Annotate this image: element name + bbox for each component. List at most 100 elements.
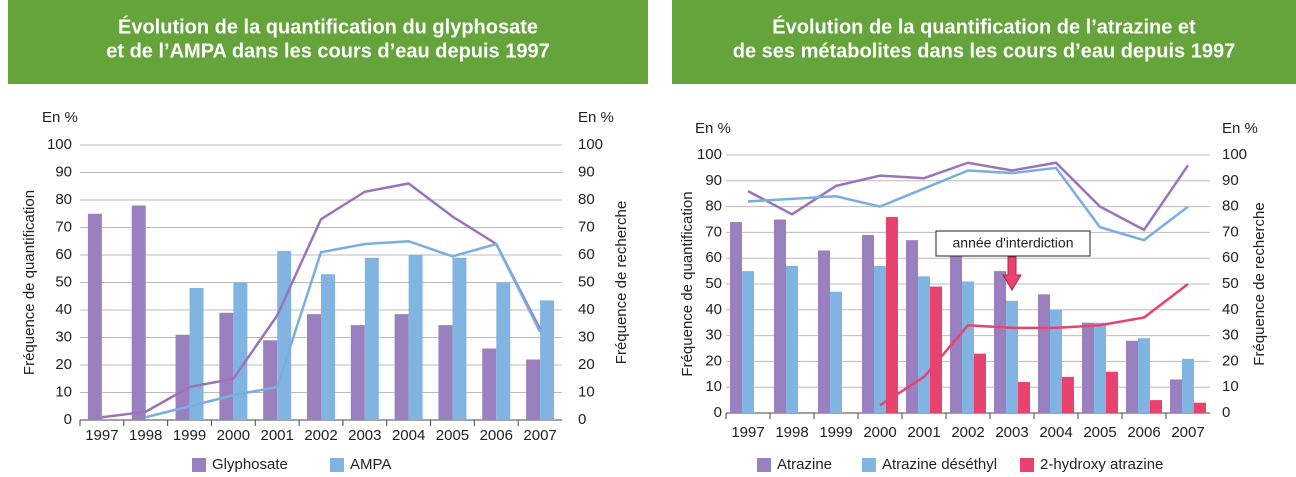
y-tick-label: 40 bbox=[705, 301, 722, 318]
line bbox=[747, 161, 1190, 232]
y2-tick-label: 100 bbox=[1222, 146, 1247, 163]
bar bbox=[1094, 322, 1106, 413]
bar bbox=[350, 325, 365, 420]
y2-unit: En % bbox=[1222, 120, 1258, 137]
line bbox=[145, 239, 542, 419]
y-tick-label: 80 bbox=[55, 191, 72, 208]
y2-tick-label: 0 bbox=[578, 411, 586, 428]
y2-tick-label: 80 bbox=[578, 191, 595, 208]
x-tick-label: 2001 bbox=[907, 424, 940, 441]
y2-tick-label: 30 bbox=[578, 328, 595, 345]
y-tick-label: 40 bbox=[55, 301, 72, 318]
bar bbox=[918, 276, 930, 413]
bar bbox=[87, 213, 102, 420]
bar bbox=[974, 353, 986, 413]
bar bbox=[1082, 322, 1094, 413]
bar bbox=[874, 265, 886, 413]
chart-title: Évolution de la quantification de l’atra… bbox=[772, 15, 1196, 38]
line bbox=[879, 283, 1189, 407]
x-tick-label: 2004 bbox=[392, 427, 425, 444]
bar bbox=[452, 257, 467, 420]
legend-label: Atrazine bbox=[777, 456, 832, 473]
y2-tick-label: 70 bbox=[578, 218, 595, 235]
x-tick-label: 2005 bbox=[1083, 424, 1116, 441]
y-tick-label: 10 bbox=[705, 378, 722, 395]
legend-label: 2-hydroxy atrazine bbox=[1040, 456, 1163, 473]
y-unit: En % bbox=[42, 109, 78, 126]
bar bbox=[742, 271, 754, 413]
legend-label: Glyphosate bbox=[212, 456, 288, 473]
bar bbox=[219, 312, 234, 420]
legend-swatch bbox=[1020, 458, 1034, 472]
y2-tick-label: 20 bbox=[578, 356, 595, 373]
y-axis-label: Fréquence de quantification bbox=[679, 191, 696, 376]
y-tick-label: 70 bbox=[55, 218, 72, 235]
header-band bbox=[672, 0, 1296, 84]
x-tick-label: 1997 bbox=[85, 427, 118, 444]
bar bbox=[321, 274, 335, 420]
y2-axis-label: Fréquence de recherche bbox=[613, 201, 630, 364]
bar bbox=[1126, 340, 1138, 413]
y-tick-label: 50 bbox=[705, 275, 722, 292]
x-tick-label: 2003 bbox=[995, 424, 1028, 441]
bar bbox=[1038, 294, 1050, 413]
bar bbox=[930, 286, 942, 413]
x-tick-label: 2006 bbox=[480, 427, 513, 444]
x-tick-label: 2001 bbox=[260, 427, 293, 444]
y-tick-label: 60 bbox=[55, 246, 72, 263]
bar bbox=[830, 291, 842, 413]
bar bbox=[774, 219, 786, 413]
legend-label: AMPA bbox=[350, 456, 391, 473]
y2-tick-label: 80 bbox=[1222, 198, 1239, 215]
bar bbox=[886, 216, 898, 413]
bar bbox=[1138, 338, 1150, 413]
x-tick-label: 2003 bbox=[348, 427, 381, 444]
bar bbox=[730, 222, 742, 413]
y2-tick-label: 20 bbox=[1222, 352, 1239, 369]
bar bbox=[1150, 400, 1162, 413]
y2-tick-label: 90 bbox=[1222, 172, 1239, 189]
bar bbox=[862, 234, 874, 413]
x-tick-label: 1999 bbox=[819, 424, 852, 441]
y-tick-label: 100 bbox=[697, 146, 722, 163]
bar bbox=[540, 300, 555, 420]
y-tick-label: 80 bbox=[705, 198, 722, 215]
bar bbox=[906, 240, 918, 413]
y2-axis-label: Fréquence de recherche bbox=[1251, 202, 1268, 365]
bar bbox=[526, 359, 541, 420]
annotation: année d'interdiction bbox=[953, 235, 1074, 251]
y2-tick-label: 100 bbox=[578, 136, 603, 153]
y2-tick-label: 10 bbox=[1222, 378, 1239, 395]
chart-title: de ses métabolites dans les cours d’eau … bbox=[733, 40, 1235, 62]
bar bbox=[1018, 382, 1030, 413]
y2-tick-label: 10 bbox=[578, 383, 595, 400]
legend-label: Atrazine déséthyl bbox=[882, 456, 997, 473]
x-tick-label: 2000 bbox=[863, 424, 896, 441]
y-tick-label: 0 bbox=[714, 404, 722, 421]
bar bbox=[818, 250, 830, 413]
y2-tick-label: 50 bbox=[578, 273, 595, 290]
bar bbox=[277, 250, 292, 420]
bar bbox=[1106, 371, 1118, 413]
x-tick-label: 1998 bbox=[775, 424, 808, 441]
x-tick-label: 2006 bbox=[1127, 424, 1160, 441]
y2-tick-label: 30 bbox=[1222, 327, 1239, 344]
y2-tick-label: 40 bbox=[578, 301, 595, 318]
bar bbox=[233, 282, 248, 420]
bar bbox=[1050, 309, 1062, 413]
x-tick-label: 1997 bbox=[731, 424, 764, 441]
bar bbox=[1062, 376, 1074, 413]
legend-swatch bbox=[862, 458, 876, 472]
bar bbox=[950, 255, 962, 413]
x-tick-label: 1999 bbox=[173, 427, 206, 444]
line bbox=[747, 166, 1189, 242]
bar bbox=[408, 255, 423, 420]
line bbox=[101, 182, 542, 419]
bar bbox=[1006, 300, 1018, 413]
bar bbox=[1194, 402, 1206, 413]
x-tick-label: 2000 bbox=[217, 427, 250, 444]
bar bbox=[438, 325, 453, 420]
y-tick-label: 10 bbox=[55, 383, 72, 400]
y-tick-label: 90 bbox=[705, 172, 722, 189]
